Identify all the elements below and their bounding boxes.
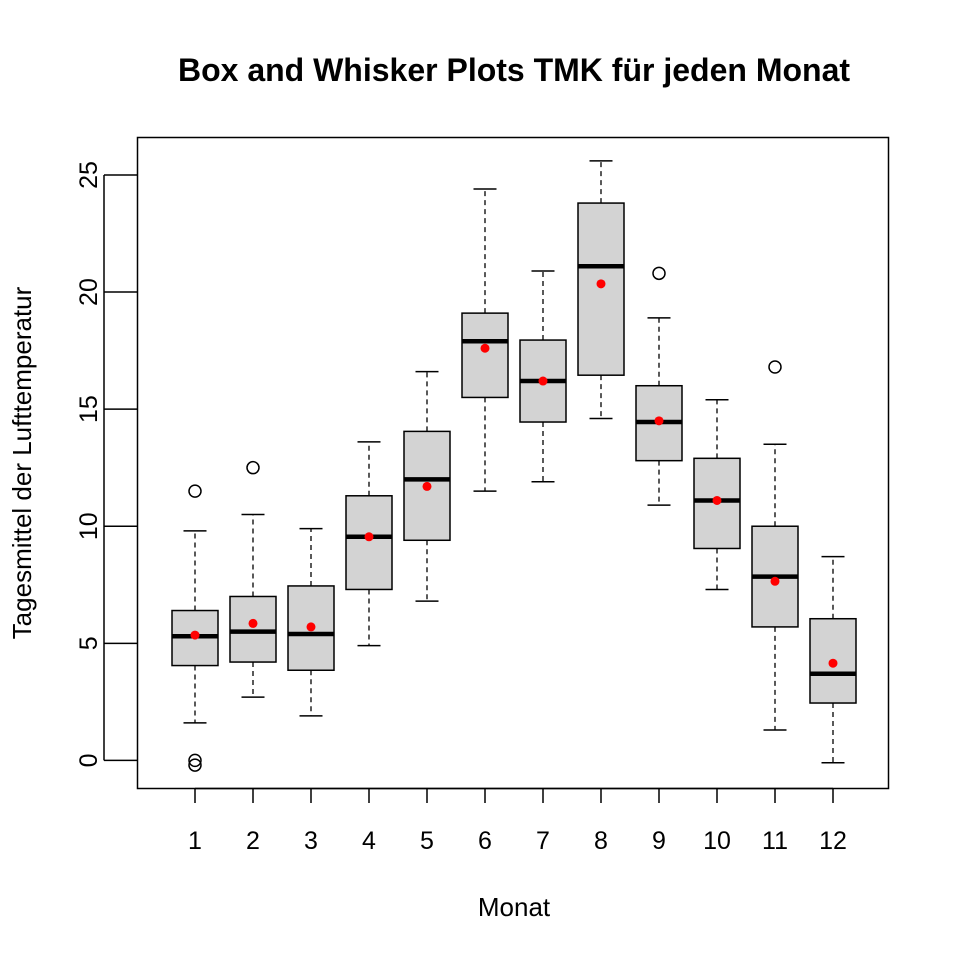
mean-point [248,618,258,628]
box-group-month-10 [693,399,741,591]
box-group-month-3 [287,527,335,717]
mean-point [422,481,432,491]
box-group-month-4 [345,441,393,647]
box [577,202,625,376]
box [461,312,509,399]
box-group-month-5 [403,370,451,602]
mean-point [190,630,200,640]
x-tick-label: 4 [362,827,376,855]
y-tick-label: 25 [75,161,103,189]
outlier-point [652,266,666,281]
chart-title: Box and Whisker Plots TMK für jeden Mona… [178,52,850,88]
mean-point [712,495,722,505]
mean-point [596,279,606,289]
outlier-point [188,758,202,772]
outlier-point [768,360,782,374]
y-axis-label: Tagesmittel der Lufttemperatur [7,286,37,639]
x-tick-label: 9 [652,827,666,855]
box-series [171,160,857,772]
mean-point [480,343,490,353]
box-group-month-12 [809,555,857,764]
box [287,585,335,671]
mean-point [538,376,548,386]
x-tick-label: 12 [819,827,847,855]
x-tick-label: 5 [420,827,434,855]
x-tick-label: 11 [762,827,788,855]
y-tick-label: 5 [75,636,103,650]
y-tick-label: 20 [75,278,103,306]
y-axis: 0 5 10 15 20 25 [75,161,138,767]
mean-point [306,622,316,632]
outlier-point [188,753,202,768]
outlier-point [188,484,202,498]
box-group-month-2 [229,460,277,698]
box [229,595,277,663]
x-tick-label: 7 [536,827,550,855]
mean-point [654,416,664,426]
y-tick-label: 10 [75,512,103,540]
x-tick-label: 10 [703,827,731,855]
y-tick-label: 15 [75,395,103,423]
y-tick-label: 0 [75,753,103,767]
x-tick-label: 8 [594,827,608,855]
x-tick-label: 1 [188,827,202,855]
box-group-month-11 [751,360,799,731]
x-tick-label: 2 [246,827,260,855]
box-group-month-7 [519,270,567,483]
mean-point [364,532,374,542]
x-axis-label: Monat [478,892,551,922]
x-tick-label: 3 [304,827,318,855]
box [345,495,393,591]
box-group-month-9 [635,266,683,506]
x-axis: 1 2 3 4 5 6 7 8 9 10 11 12 [188,787,847,855]
box-group-month-1 [171,484,219,772]
box-group-month-8 [577,160,625,420]
outlier-point [246,460,260,475]
x-tick-label: 6 [478,827,492,855]
box-group-month-6 [461,188,509,492]
mean-point [828,658,838,668]
mean-point [770,576,780,586]
